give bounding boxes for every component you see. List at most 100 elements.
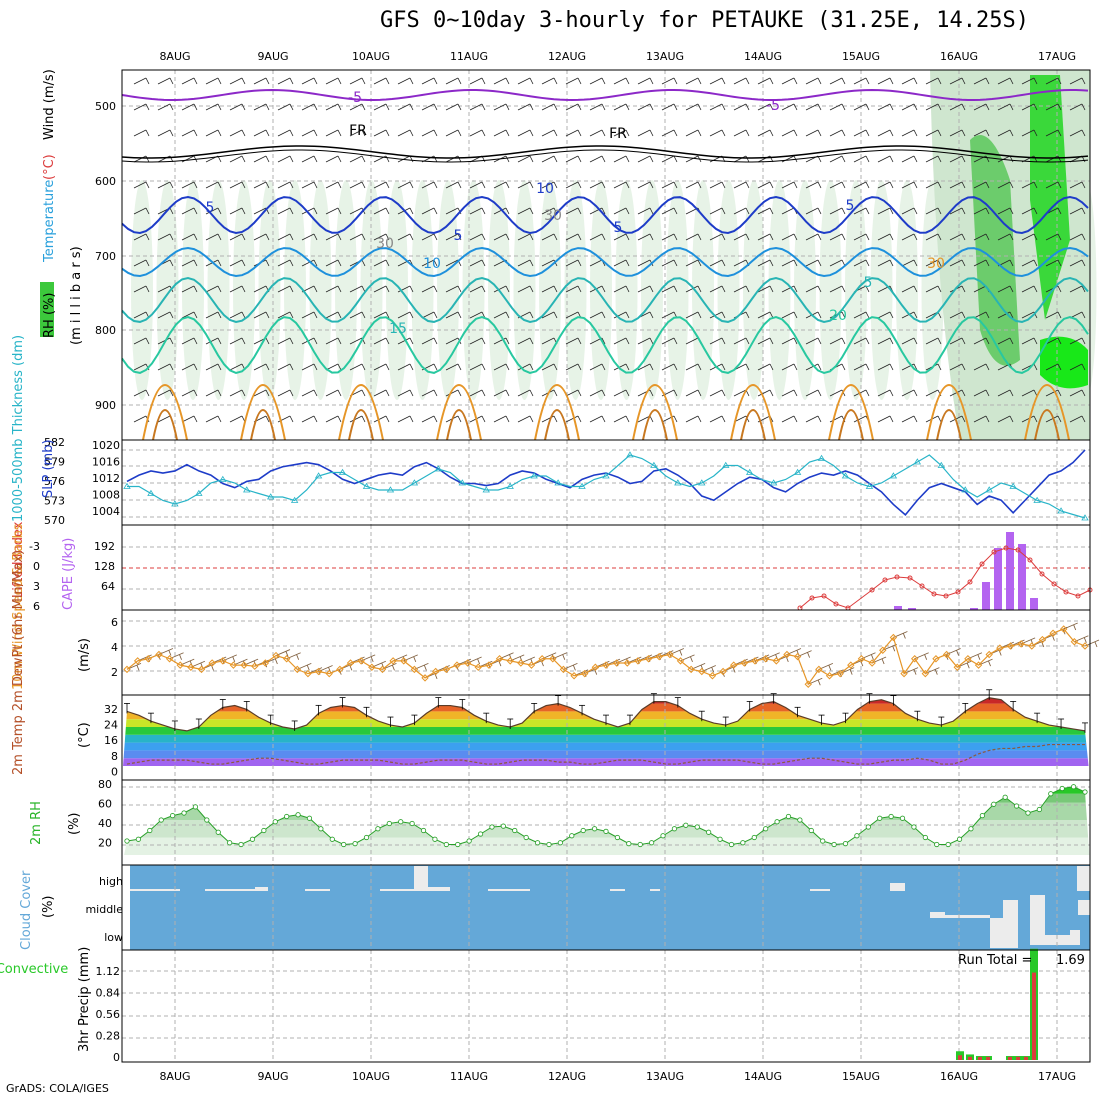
contour-label: 30	[927, 256, 945, 272]
slp-tick: 1020	[92, 439, 120, 452]
thickness-tick: 582	[44, 436, 65, 449]
rh-legend-box	[40, 282, 54, 337]
wind-barb	[373, 181, 390, 189]
rh-marker	[352, 841, 358, 847]
slp-tick: 1004	[92, 505, 120, 518]
wind-barb	[853, 337, 870, 345]
cape-tick: 128	[94, 560, 115, 573]
wind-barb	[445, 363, 462, 371]
wind-barb	[973, 415, 990, 423]
wind-barb	[397, 103, 414, 111]
wind-barb	[914, 652, 929, 660]
wind-barb	[445, 77, 462, 85]
bottom-date-label: 15AUG	[842, 1070, 880, 1083]
top-date-label: 9AUG	[257, 50, 288, 63]
precip-panel: 1.12 0.84 0.56 0.28 0	[96, 948, 1091, 1064]
rh-shade-high	[1030, 75, 1070, 320]
wind-barb	[733, 337, 750, 345]
rh2m-panel: 80 60 40 20	[98, 778, 1091, 866]
wind-marker	[1081, 642, 1089, 650]
rh-marker	[158, 817, 164, 823]
wind-barb	[797, 650, 812, 658]
upper-ylabel-wind: Wind (m/s)	[42, 69, 57, 140]
cape-bar	[1030, 598, 1038, 610]
wind-barb	[1021, 337, 1038, 345]
rh-marker	[683, 822, 689, 828]
wind-barb	[997, 337, 1014, 345]
upper-ylabel-tempunit: (°C)	[42, 154, 57, 180]
wind-barb	[613, 337, 630, 345]
top-date-label: 11AUG	[450, 50, 488, 63]
wind-marker	[368, 663, 376, 671]
rh-shade	[896, 180, 918, 400]
wind-barb	[565, 363, 582, 371]
rh-marker	[375, 826, 381, 832]
wind-barb	[181, 415, 198, 423]
wind-barb	[552, 652, 567, 660]
wind-barb	[901, 77, 918, 85]
rh-shade	[513, 180, 536, 400]
wind-barb	[181, 233, 198, 241]
rh-marker	[785, 813, 792, 820]
wind-barb	[229, 207, 246, 215]
bottom-date-label: 14AUG	[744, 1070, 782, 1083]
wind-barb	[469, 103, 486, 111]
wind-speed-line	[126, 628, 1086, 686]
wind-barb	[853, 233, 870, 241]
wind-barb	[205, 285, 222, 293]
wind-barb	[397, 311, 414, 319]
wind-barb	[301, 363, 318, 371]
wind-marker	[442, 665, 451, 674]
wind-barb	[421, 77, 438, 85]
wind-barb	[1021, 285, 1038, 293]
pressure-tick: 900	[95, 399, 116, 412]
wind-barb	[157, 337, 174, 345]
rh-shade	[590, 180, 612, 400]
cape-bar	[1018, 544, 1026, 610]
rh-marker	[774, 819, 780, 825]
wind-barb	[517, 259, 534, 267]
wind-barb	[949, 207, 966, 215]
wind-barb	[277, 337, 294, 345]
contour-label: 30	[544, 208, 562, 224]
wind-barb	[685, 389, 702, 397]
rh-marker	[386, 820, 392, 827]
thickness-tick: 579	[44, 456, 65, 469]
wind-marker	[187, 663, 195, 671]
wind-barb	[853, 103, 870, 111]
thickness-marker	[314, 472, 323, 479]
slp-tick: 1016	[92, 456, 120, 469]
wind-barb	[565, 337, 582, 345]
cloud-cover-cell	[205, 889, 255, 891]
cloud-cover-cell	[1030, 895, 1045, 945]
wind-barb	[1069, 233, 1086, 241]
thickness-tick: 576	[44, 475, 65, 488]
wind-barb	[541, 155, 558, 163]
wind-barb	[661, 77, 678, 85]
wind-barb	[853, 77, 870, 85]
bottom-date-label: 9AUG	[257, 1070, 288, 1083]
li-marker	[1051, 581, 1057, 587]
thickness-marker	[219, 475, 227, 482]
wind-barb	[253, 181, 270, 189]
wind-marker	[261, 659, 270, 667]
wind-ylabel: 10m Wind Speed & Barbs	[11, 523, 26, 690]
wind-barb	[563, 662, 578, 671]
top-date-labels: 8AUG 9AUG 10AUG 11AUG 12AUG 13AUG 14AUG 15AUG 16…	[159, 50, 1076, 63]
li-tick: 6	[33, 600, 40, 613]
wind-yunit: (m/s)	[77, 638, 92, 672]
rh-marker	[1002, 794, 1008, 800]
wind-barb	[637, 103, 654, 111]
wind-barb	[229, 129, 246, 137]
wind-marker	[815, 665, 823, 674]
wind-barb	[421, 233, 438, 241]
wind-barb	[373, 103, 390, 111]
wind-barb	[421, 129, 438, 137]
contour-20	[121, 315, 1089, 375]
wind-barb	[1045, 103, 1062, 111]
wind-barb	[467, 656, 482, 665]
precip-tick: 0.84	[96, 987, 121, 1000]
wind-barb	[133, 337, 150, 345]
wind-barb	[949, 259, 966, 267]
wind-barb	[613, 259, 630, 267]
